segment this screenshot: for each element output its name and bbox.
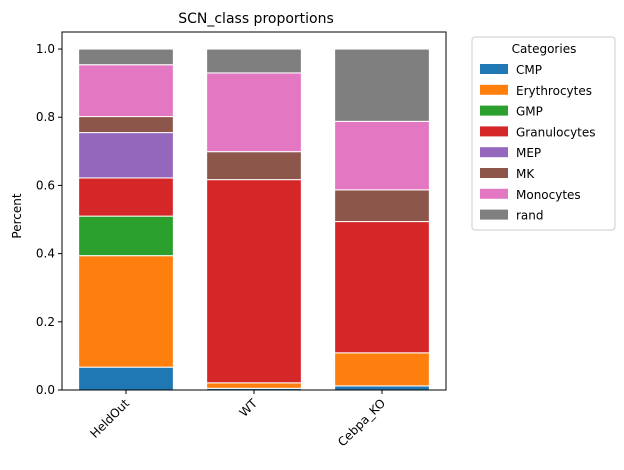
legend-swatch-cmp <box>480 64 508 74</box>
legend-label-monocytes: Monocytes <box>516 188 581 202</box>
legend-swatch-gmp <box>480 105 508 116</box>
legend-title: Categories <box>512 42 577 56</box>
y-tick-label: 1.0 <box>36 42 55 56</box>
bars-layer <box>78 48 430 391</box>
y-tick-label: 0.0 <box>36 383 55 397</box>
bar-segment-rand-wt <box>206 48 302 74</box>
bar-segment-granulocytes-wt <box>206 179 302 384</box>
legend-label-mep: MEP <box>516 146 541 160</box>
y-tick-label: 0.6 <box>36 178 55 192</box>
bar-segment-monocytes-wt <box>206 72 302 153</box>
legend-label-erythrocytes: Erythrocytes <box>516 84 592 98</box>
legend-label-mk: MK <box>516 167 535 181</box>
x-tick-label: WT <box>237 396 261 420</box>
bar-segment-mk-cebpa-ko <box>334 189 430 223</box>
legend-label-cmp: CMP <box>516 63 542 77</box>
bar-segment-rand-cebpa-ko <box>334 48 430 122</box>
bar-segment-mk-wt <box>206 151 302 181</box>
bar-segment-monocytes-cebpa-ko <box>334 120 430 191</box>
legend-swatch-mk <box>480 168 508 178</box>
legend-swatch-granulocytes <box>480 126 508 137</box>
bar-segment-cmp-cebpa-ko <box>334 385 430 391</box>
x-tick-label: Cebpa_KO <box>335 396 388 449</box>
legend-swatch-monocytes <box>480 188 508 199</box>
legend-label-rand: rand <box>516 209 544 223</box>
bar-segment-mk-heldout <box>78 116 174 134</box>
legend-label-granulocytes: Granulocytes <box>516 125 596 139</box>
bar-segment-erythrocytes-heldout <box>78 255 174 368</box>
legend: Categories CMP Erythrocytes GMP Granulocyte… <box>471 36 616 231</box>
bar-segment-mep-heldout <box>78 132 174 179</box>
y-tick-label: 0.4 <box>36 247 55 261</box>
legend-swatch-rand <box>480 209 508 220</box>
bar-segment-cmp-heldout <box>78 366 174 391</box>
bar-segment-erythrocytes-cebpa-ko <box>334 352 430 387</box>
y-tick-label: 0.2 <box>36 315 55 329</box>
bar-segment-monocytes-heldout <box>78 64 174 118</box>
chart-title: SCN_class proportions <box>178 11 334 27</box>
y-tick-label: 0.8 <box>36 110 55 124</box>
bar-segment-rand-heldout <box>78 48 174 66</box>
legend-swatch-erythrocytes <box>480 84 508 95</box>
legend-label-gmp: GMP <box>516 105 543 119</box>
bar-segment-granulocytes-heldout <box>78 177 174 217</box>
legend-swatch-mep <box>480 147 508 158</box>
plot-frame <box>61 31 447 391</box>
y-axis-label: Percent <box>10 193 24 238</box>
bar-segment-granulocytes-cebpa-ko <box>334 221 430 354</box>
bar-segment-gmp-heldout <box>78 215 174 257</box>
x-tick-label: HeldOut <box>87 396 132 441</box>
bar-segment-erythrocytes-wt <box>206 382 302 389</box>
